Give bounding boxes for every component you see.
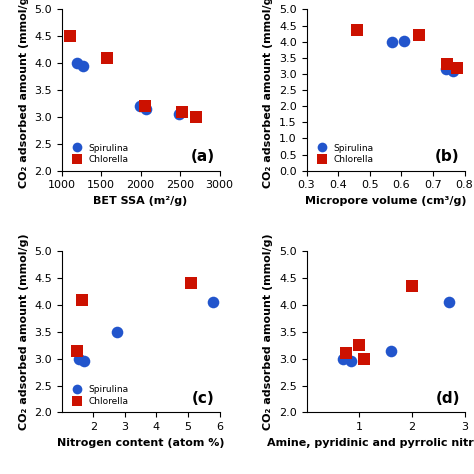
Point <box>347 357 355 365</box>
Point <box>142 105 150 113</box>
Text: (b): (b) <box>435 149 460 164</box>
Point <box>73 347 81 355</box>
Point <box>361 355 368 363</box>
Point <box>401 37 408 45</box>
Point <box>79 62 87 70</box>
Legend: Spirulina, Chlorella: Spirulina, Chlorella <box>311 142 375 166</box>
Point <box>75 355 83 363</box>
Text: (a): (a) <box>191 149 215 164</box>
Point <box>387 347 394 355</box>
Point <box>66 33 73 40</box>
Point <box>192 113 200 121</box>
Point <box>353 27 361 34</box>
Point <box>450 67 457 74</box>
Point <box>342 349 350 357</box>
Text: (d): (d) <box>435 391 460 406</box>
Point <box>443 61 451 68</box>
Point <box>178 108 185 115</box>
Legend: Spirulina, Chlorella: Spirulina, Chlorella <box>66 383 131 408</box>
X-axis label: Micropore volume (cm³/g): Micropore volume (cm³/g) <box>305 196 466 206</box>
Point <box>453 64 460 72</box>
Point <box>141 102 148 110</box>
Y-axis label: CO₂ adsorbed amount (mmol/g): CO₂ adsorbed amount (mmol/g) <box>18 0 28 188</box>
Point <box>408 283 416 290</box>
Point <box>388 38 396 46</box>
Point <box>175 110 182 118</box>
Point <box>113 328 121 336</box>
Point <box>73 59 81 67</box>
Legend: Spirulina, Chlorella: Spirulina, Chlorella <box>66 142 131 166</box>
Point <box>356 341 363 349</box>
Point <box>415 31 422 39</box>
Point <box>103 54 110 62</box>
Point <box>80 357 88 365</box>
Point <box>187 280 195 287</box>
Point <box>445 299 453 306</box>
Point <box>78 296 86 303</box>
Point <box>442 65 449 73</box>
Point <box>210 299 217 306</box>
Y-axis label: CO₂ adsorbed amount (mmol/g): CO₂ adsorbed amount (mmol/g) <box>18 234 28 430</box>
Text: (c): (c) <box>192 391 215 406</box>
Point <box>136 102 144 110</box>
Point <box>339 355 347 363</box>
X-axis label: Amine, pyridinic and pyrrolic nitrogen: Amine, pyridinic and pyrrolic nitrogen <box>267 438 474 447</box>
Y-axis label: CO₂ adsorbed amount (mmol/g): CO₂ adsorbed amount (mmol/g) <box>264 0 273 188</box>
X-axis label: BET SSA (m²/g): BET SSA (m²/g) <box>93 196 188 206</box>
X-axis label: Nitrogen content (atom %): Nitrogen content (atom %) <box>57 438 224 447</box>
Y-axis label: CO₂ adsorbed amount (mmol/g): CO₂ adsorbed amount (mmol/g) <box>264 234 273 430</box>
